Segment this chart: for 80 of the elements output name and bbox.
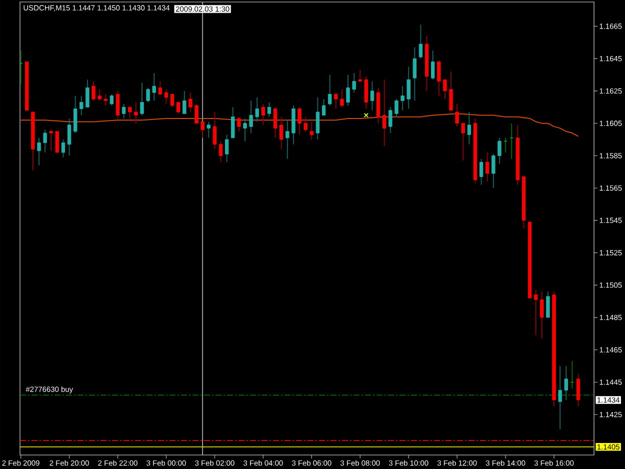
candlestick	[455, 103, 459, 128]
candlestick	[146, 87, 150, 103]
candlestick	[467, 112, 472, 145]
candlestick	[492, 154, 496, 189]
candlestick	[152, 72, 156, 102]
candlestick	[576, 374, 580, 407]
candlestick	[418, 24, 423, 60]
candlestick	[328, 74, 332, 106]
candlestick	[364, 76, 368, 110]
candlestick	[249, 100, 253, 134]
candlestick	[382, 79, 386, 146]
candlestick	[388, 106, 392, 134]
candlestick	[358, 69, 362, 82]
candlestick	[346, 74, 350, 106]
candlestick	[218, 140, 223, 163]
candlestick	[461, 122, 465, 162]
candlestick	[546, 291, 550, 318]
candlestick	[158, 80, 162, 95]
candlestick	[534, 289, 538, 336]
candlestick	[498, 137, 502, 164]
candlestick	[55, 130, 60, 153]
candlestick	[98, 88, 102, 102]
candlestick	[267, 102, 272, 118]
candlestick	[67, 118, 72, 156]
candlestick	[73, 95, 78, 134]
candlestick	[298, 106, 302, 136]
candlestick	[286, 120, 290, 160]
candlestick	[176, 102, 180, 114]
candlestick	[237, 116, 241, 132]
candlestick	[80, 95, 84, 116]
candlestick	[224, 134, 229, 163]
candlestick	[280, 116, 284, 150]
candlestick	[182, 90, 186, 114]
candlestick	[212, 112, 217, 150]
candlestick	[255, 96, 259, 122]
candlestick	[564, 366, 568, 400]
candlestick	[412, 46, 417, 102]
candlestick	[261, 103, 266, 126]
candlestick	[134, 102, 138, 124]
candlestick	[92, 80, 96, 102]
candlestick	[61, 139, 66, 158]
candlestick	[310, 121, 314, 140]
candlestick	[394, 98, 398, 118]
candlestick	[188, 92, 192, 112]
candlestick	[316, 96, 320, 140]
candlestick	[340, 88, 344, 108]
candlestick	[322, 98, 326, 116]
candlestick	[43, 129, 47, 153]
candlestick	[110, 94, 114, 106]
candlestick	[449, 71, 453, 111]
candlestick	[406, 66, 410, 110]
candlestick	[86, 79, 90, 108]
candlestick	[486, 152, 490, 182]
candlestick	[304, 116, 308, 132]
candlestick	[206, 121, 211, 138]
candlestick	[352, 72, 356, 94]
candlestick	[49, 129, 53, 152]
candlestick	[370, 80, 374, 111]
candlestick	[540, 291, 544, 339]
candlestick	[273, 106, 278, 138]
candlestick	[116, 90, 120, 119]
candlestick	[400, 86, 404, 111]
candlestick	[128, 106, 132, 119]
candlestick	[437, 60, 441, 96]
candlestick	[37, 137, 41, 166]
candlestick	[430, 50, 435, 80]
candlestick	[122, 103, 126, 119]
candlestick	[231, 106, 235, 138]
candlestick	[194, 103, 198, 124]
candlestick	[443, 79, 447, 100]
candlestick	[479, 158, 484, 186]
candlestick	[200, 121, 204, 138]
candlestick	[104, 94, 108, 106]
candlestick	[20, 50, 23, 85]
candlestick	[243, 118, 247, 142]
candlestick	[164, 88, 168, 104]
candlestick	[558, 366, 562, 430]
candlestick	[170, 94, 174, 108]
candlestick	[140, 82, 144, 116]
candlestick	[334, 92, 338, 110]
